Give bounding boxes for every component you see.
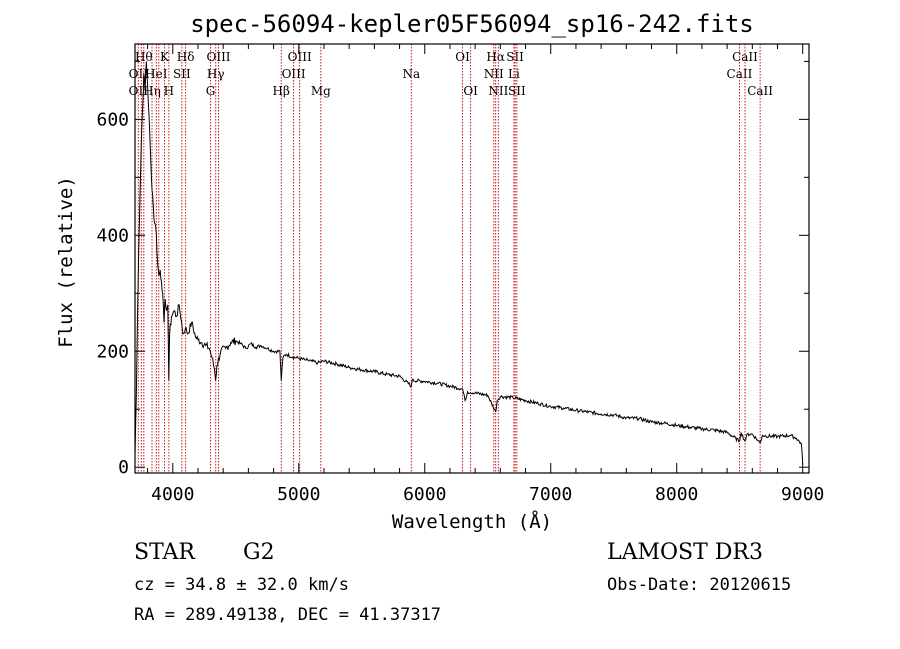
spectral-line-label: Li	[508, 67, 520, 81]
survey-name: LAMOST DR3	[607, 540, 763, 565]
x-tick-label: 7000	[529, 484, 572, 505]
chart-title: spec-56094-kepler05F56094_sp16-242.fits	[190, 10, 754, 38]
spectral-line-label: NII	[484, 67, 504, 81]
spectral-line-label: OIII	[206, 50, 230, 64]
spectral-line-label: Na	[402, 67, 420, 81]
x-tick-label: 6000	[403, 484, 446, 505]
spectral-line-label: Hγ	[207, 67, 225, 81]
spectral-line-label: OI	[455, 50, 470, 64]
spectrum	[134, 61, 804, 465]
spectral-line-label: HeI	[145, 67, 168, 81]
y-tick-label: 600	[96, 109, 129, 130]
spectral-line-label: G	[206, 84, 216, 98]
x-tick-label: 8000	[655, 484, 698, 505]
spectral-line-label: H	[164, 84, 174, 98]
spectral-line-label: Hα	[486, 50, 505, 64]
x-tick-label: 4000	[151, 484, 194, 505]
y-tick-label: 0	[118, 457, 129, 478]
spectral-line-label: Mg	[311, 84, 331, 98]
spectral-lines: OIIOIIHθHηHeIKHSIIHδGHγOIIIHβOIIIOIIIMgN…	[129, 44, 773, 473]
spectral-line-label: SII	[173, 67, 191, 81]
x-tick-label: 5000	[277, 484, 320, 505]
spectral-line-label: Hθ	[135, 50, 153, 64]
object-class: STAR	[134, 540, 196, 565]
spectral-line-label: CaII	[732, 50, 758, 64]
obs-date: Obs-Date: 20120615	[607, 575, 791, 595]
spectral-line-label: NII	[488, 84, 508, 98]
y-tick-label: 200	[96, 341, 129, 362]
y-tick-label: 400	[96, 225, 129, 246]
spectral-line-label: Hη	[143, 84, 161, 98]
spectrum-line	[134, 61, 804, 465]
spectral-line-label: Hβ	[273, 84, 290, 98]
spectral-line-label: OI	[463, 84, 478, 98]
object-subclass: G2	[243, 540, 275, 565]
spectral-line-label: K	[160, 50, 170, 64]
spectral-line-label: SII	[508, 84, 526, 98]
plot-frame	[134, 43, 810, 474]
x-axis-label: Wavelength (Å)	[392, 510, 552, 533]
axis-ticks: 4000 5000 6000 7000 8000 9000 0 200 400 600	[96, 44, 824, 505]
spectral-line-label: Hδ	[177, 50, 195, 64]
spectral-line-label: SII	[506, 50, 524, 64]
x-tick-label: 9000	[781, 484, 824, 505]
spectral-line-label: CaII	[747, 84, 773, 98]
spectral-line-label: OIII	[288, 50, 312, 64]
spectral-line-label: CaII	[727, 67, 753, 81]
coordinates: RA = 289.49138, DEC = 41.37317	[134, 605, 441, 625]
redshift-info: cz = 34.8 ± 32.0 km/s	[134, 575, 349, 595]
spectral-line-label: OIII	[282, 67, 306, 81]
y-axis-label: Flux (relative)	[55, 176, 77, 348]
